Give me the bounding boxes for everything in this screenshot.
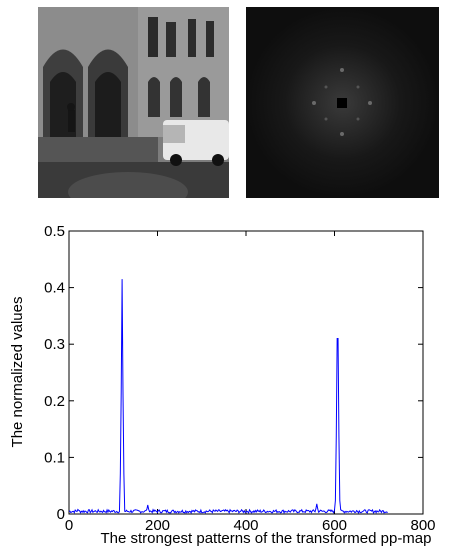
building-photo — [38, 7, 229, 198]
y-tick-label: 0.2 — [44, 393, 65, 410]
line-chart: 0 0.1 0.2 0.3 0.4 0.5 0 200 400 600 800 The stron… — [9, 223, 436, 547]
y-tick-label: 0.4 — [44, 280, 65, 297]
x-tick-label: 800 — [410, 517, 435, 534]
y-tick-label: 0.3 — [44, 336, 65, 353]
x-axis-label: The strongest patterns of the transforme… — [100, 530, 431, 547]
x-tick-label: 600 — [322, 517, 347, 534]
y-tick-label: 0.1 — [44, 449, 65, 466]
spectrum-image — [246, 7, 439, 198]
y-axis: 0 0.1 0.2 0.3 0.4 0.5 — [44, 223, 423, 523]
series-line — [68, 279, 388, 515]
plot-frame — [68, 230, 424, 515]
building-photo-drawing — [38, 7, 229, 198]
x-tick-label: 400 — [233, 517, 258, 534]
y-axis-label: The normalized values — [9, 297, 26, 448]
x-tick-label: 200 — [145, 517, 170, 534]
y-tick-label: 0.5 — [44, 223, 65, 240]
x-tick-label: 0 — [65, 517, 73, 534]
y-tick-label: 0 — [57, 506, 65, 523]
spectrum-image-drawing — [246, 7, 439, 198]
x-axis: 0 200 400 600 800 — [65, 231, 436, 534]
